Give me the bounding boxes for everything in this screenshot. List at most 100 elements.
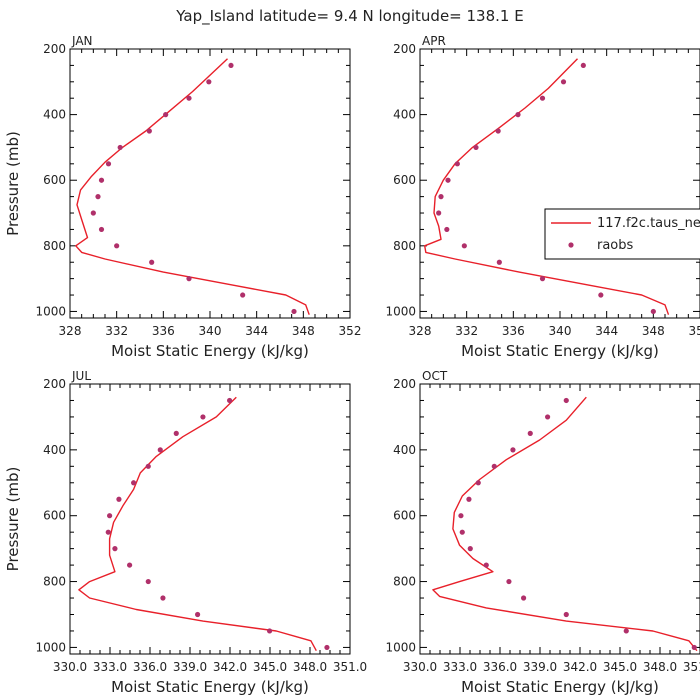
obs-point [105,529,111,535]
x-tick-label: 348 [642,324,665,338]
panel-jan: JAN 328 332 336 340 344 348 352 200 400 600 800 1000… [4,34,361,360]
y-tick-label: 800 [43,239,66,253]
obs-point [458,513,464,519]
obs-point [157,447,163,453]
obs-point [444,226,450,233]
model-line [78,396,317,652]
obs-point [186,95,192,101]
obs-point [466,496,472,502]
panel-apr: APR 328 332 336 340 344 348 352 200 400 600 800 1000… [385,34,700,360]
x-tick-label: 336 [152,324,175,338]
x-tick-label: 340 [549,324,572,338]
obs-point [160,595,166,601]
x-tick-label: 340 [199,324,222,338]
y-tick-label: 800 [43,575,66,589]
legend-obs-label: raobs [597,238,634,253]
obs-point [545,414,551,420]
x-tick-label: 345.0 [253,660,287,674]
obs-point [438,194,444,200]
obs-point [461,243,467,249]
obs-point [90,210,96,216]
plot-frame [69,383,351,655]
obs-point [131,480,137,486]
x-tick-label: 336.0 [483,660,517,674]
y-tick-label: 400 [43,443,66,457]
panel-label: OCT [422,369,448,383]
x-tick-label: 351.0 [683,660,700,674]
x-tick-label: 339.0 [173,660,207,674]
y-tick-label: 1000 [35,304,66,318]
obs-point [200,414,206,420]
obs-point [145,578,151,585]
obs-point [527,430,533,436]
x-tick-label: 332 [105,324,128,338]
y-tick-label: 1000 [35,640,66,654]
obs-point [186,276,192,282]
x-tick-label: 336.0 [133,660,167,674]
x-tick-label: 352 [689,324,700,338]
y-tick-label: 600 [393,509,416,523]
plot-frame [69,48,351,319]
y-tick-label: 600 [393,173,416,187]
obs-point [560,79,567,85]
plot-area [78,396,330,652]
obs-point [98,226,105,233]
x-axis-label: Moist Static Energy (kJ/kg) [111,342,309,360]
y-tick-label: 600 [43,509,66,523]
obs-point [473,144,479,151]
obs-point [459,529,465,535]
obs-point [146,128,152,134]
panel-label: APR [422,34,446,48]
plot-area [75,58,310,315]
y-tick-label: 200 [393,42,416,56]
obs-point [580,62,586,69]
y-tick-label: 1000 [385,304,416,318]
obs-point [563,611,569,618]
y-tick-label: 600 [43,173,66,187]
x-tick-label: 342.0 [563,660,597,674]
obs-point [227,397,233,404]
x-tick-label: 345.0 [603,660,637,674]
x-tick-label: 344 [595,324,618,338]
x-tick-label: 333.0 [93,660,127,674]
plot-area [432,396,698,652]
x-axis-label: Moist Static Energy (kJ/kg) [461,342,659,360]
x-tick-label: 351.0 [333,660,367,674]
obs-point [454,161,460,167]
obs-point [195,611,201,618]
obs-point [623,628,629,634]
obs-point [691,644,697,651]
obs-point [495,128,501,134]
panel-oct: OCT 330.0 333.0 336.0 339.0 342.0 345.0 348.0 35… [385,369,700,696]
figure-title: Yap_Island latitude= 9.4 N longitude= 13… [175,7,523,26]
obs-point [491,463,497,469]
legend-box [544,208,700,260]
panel-jul: JUL 330.0 333.0 336.0 339.0 342.0 345.0 348.0 35… [4,369,367,696]
plot-frame [419,48,700,319]
legend-model-label: 117.f2c.taus_ne [597,216,700,231]
obs-point [539,276,546,282]
model-line [75,58,310,315]
panel-label: JUL [71,369,91,383]
obs-point [149,259,155,265]
obs-point [228,62,234,69]
y-tick-label: 400 [393,108,416,122]
y-tick-label: 400 [393,443,416,457]
obs-point [515,112,521,118]
obs-point [112,546,118,552]
x-axis-label: Moist Static Energy (kJ/kg) [111,678,309,696]
obs-point [291,308,297,315]
obs-point [98,177,105,183]
x-tick-label: 348 [292,324,315,338]
obs-point [163,112,169,118]
obs-point [206,79,212,85]
x-tick-label: 352 [339,324,362,338]
obs-point [95,194,101,200]
obs-point [598,292,604,298]
x-tick-label: 328 [409,324,432,338]
y-tick-label: 800 [393,575,416,589]
x-tick-label: 330.0 [53,660,87,674]
x-tick-label: 342.0 [213,660,247,674]
